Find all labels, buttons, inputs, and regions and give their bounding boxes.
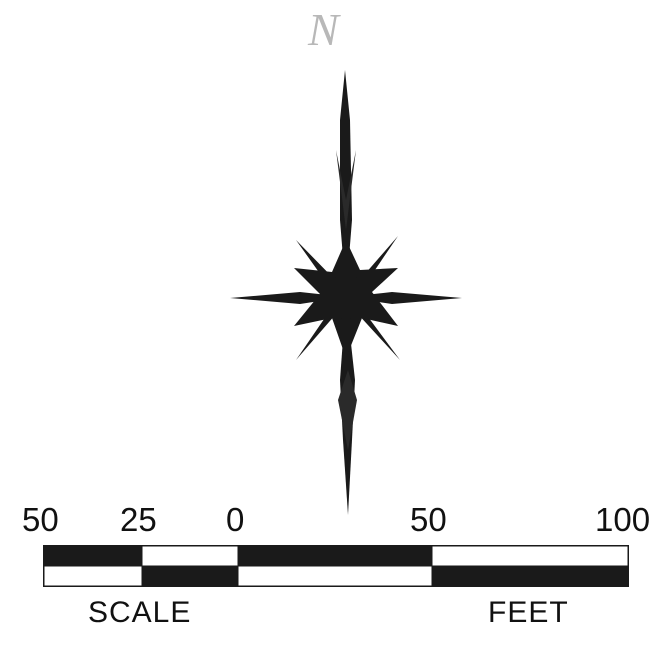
north-spike bbox=[340, 70, 352, 295]
scale-segment bbox=[431, 545, 629, 567]
scale-tick-label: 100 bbox=[595, 501, 651, 538]
scale-segment bbox=[141, 545, 239, 567]
scale-tick-label: 50 bbox=[22, 501, 59, 538]
scale-segment bbox=[432, 566, 628, 586]
scale-segment bbox=[238, 546, 432, 566]
units-caption: FEET bbox=[488, 596, 569, 629]
north-label: N bbox=[308, 4, 339, 55]
south-spike-bulge bbox=[338, 370, 357, 450]
scale-segment bbox=[237, 565, 433, 587]
scale-segment bbox=[44, 546, 142, 566]
north-spike-bulge bbox=[336, 150, 356, 230]
scale-tick-label: 0 bbox=[226, 501, 245, 538]
scale-caption: SCALE bbox=[88, 596, 192, 629]
scale-tick-label: 25 bbox=[120, 501, 157, 538]
scale-segment bbox=[43, 565, 143, 587]
scale-segment bbox=[142, 566, 238, 586]
compass-center bbox=[324, 275, 368, 319]
scale-tick-label: 50 bbox=[410, 501, 447, 538]
